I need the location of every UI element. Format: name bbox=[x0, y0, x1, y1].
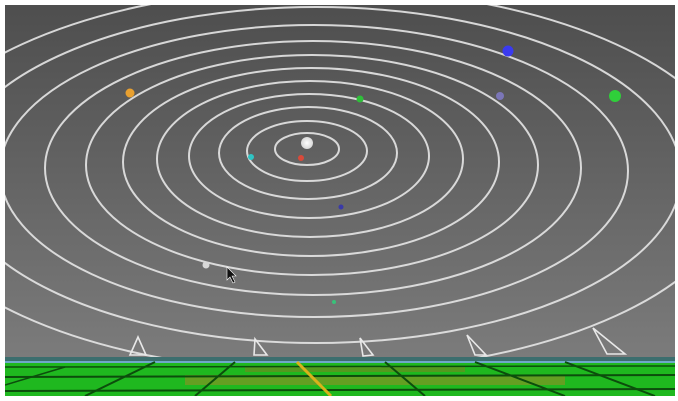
ground-plane bbox=[5, 357, 675, 396]
orbit-2 bbox=[246, 120, 368, 182]
marker-3 bbox=[359, 337, 375, 357]
planet-cyan[interactable] bbox=[248, 154, 254, 160]
orbit-7 bbox=[85, 54, 539, 276]
orbit-5 bbox=[156, 80, 464, 238]
planet-white[interactable] bbox=[202, 261, 210, 269]
marker-2 bbox=[253, 336, 269, 356]
planet-blue[interactable] bbox=[502, 45, 514, 57]
orbit-9 bbox=[5, 24, 629, 318]
planet-green-outer[interactable] bbox=[609, 90, 621, 102]
ground-markers bbox=[128, 327, 628, 357]
sun[interactable] bbox=[301, 137, 313, 149]
orbit-3 bbox=[218, 106, 398, 200]
orbit-8 bbox=[44, 40, 582, 296]
orrery-viewport[interactable] bbox=[5, 5, 675, 396]
solar-system-scene[interactable] bbox=[5, 5, 675, 396]
marker-5 bbox=[592, 327, 628, 355]
planet-navy[interactable] bbox=[338, 204, 344, 210]
planets bbox=[125, 45, 621, 304]
orbit-1 bbox=[274, 132, 340, 166]
sky-background bbox=[5, 5, 675, 363]
planet-green-inner[interactable] bbox=[356, 95, 364, 103]
marker-1 bbox=[128, 335, 148, 356]
planet-red[interactable] bbox=[298, 155, 304, 161]
orbit-4 bbox=[188, 93, 430, 219]
marker-4 bbox=[466, 334, 488, 356]
planet-teal-small[interactable] bbox=[332, 300, 336, 304]
planet-orange[interactable] bbox=[125, 88, 135, 98]
orbit-6 bbox=[122, 67, 500, 257]
planet-lavender[interactable] bbox=[496, 92, 504, 100]
mouse-cursor-icon bbox=[226, 266, 237, 284]
orbit-10 bbox=[5, 6, 675, 344]
